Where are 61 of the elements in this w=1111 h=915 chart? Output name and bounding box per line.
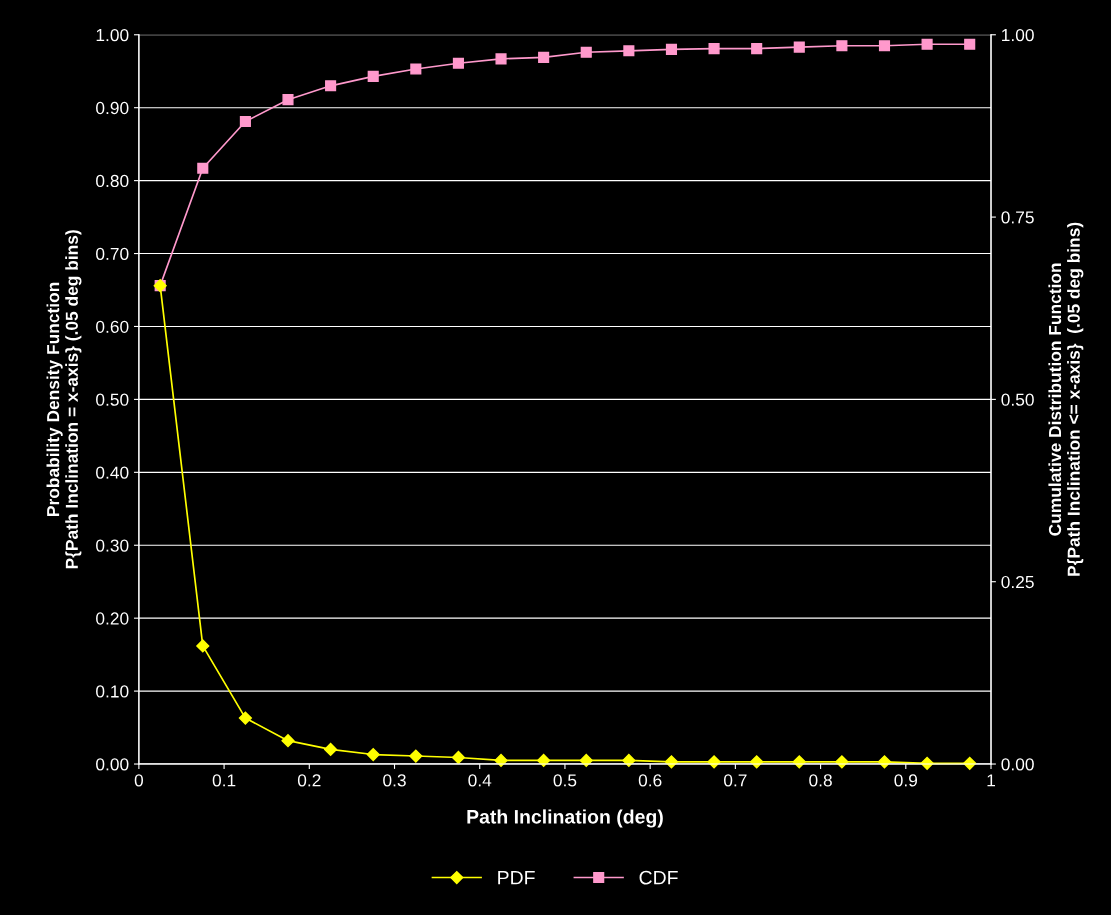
x-tick-label: 0.4 — [468, 774, 492, 787]
y-axis-title: Probability Density Function P{Path Inclination = x-axis} (.05 deg bins) — [46, 230, 82, 569]
point — [494, 753, 508, 767]
point — [495, 53, 507, 65]
point — [964, 38, 976, 50]
point — [196, 639, 210, 653]
point — [622, 753, 636, 767]
point — [878, 40, 891, 52]
x-tick-label: 0.2 — [297, 774, 321, 787]
point — [579, 753, 593, 767]
y2-tick-label: 0.50 — [1001, 393, 1034, 406]
point — [410, 63, 422, 75]
y2-tick-label: 0.00 — [1001, 758, 1034, 771]
x-tick-label: 1 — [987, 774, 995, 787]
y-tick-label: 0.30 — [96, 539, 129, 552]
point — [538, 51, 550, 63]
point — [665, 43, 678, 55]
point — [409, 749, 423, 763]
y2-tick-label: 0.25 — [1001, 575, 1034, 589]
y-tick-label: 0.70 — [96, 247, 129, 261]
point — [239, 115, 251, 128]
y-tick-label: 0.80 — [96, 174, 129, 188]
x-tick-label: 0.6 — [638, 774, 662, 787]
x-tick-label: 0.1 — [212, 774, 236, 787]
x-tick-label: 0.9 — [894, 774, 918, 787]
y-tick-label: 0.40 — [96, 466, 129, 479]
point — [452, 57, 464, 69]
point — [580, 46, 592, 58]
x-tick-label: 0.7 — [723, 774, 747, 787]
point — [282, 94, 294, 106]
y2-axis-title: Cumulative Distribution Function P{Path Inclination <= x-axis} (.05 deg bins) — [1048, 222, 1084, 576]
y2-tick-label: 0.75 — [1001, 211, 1034, 224]
legend-label: PDF — [498, 870, 535, 885]
x-tick-label: 0.3 — [383, 774, 406, 787]
point — [708, 43, 720, 55]
y-tick-label: 1.00 — [96, 28, 129, 42]
point — [197, 162, 209, 174]
y-tick-label: 0.20 — [96, 612, 129, 625]
point — [281, 734, 295, 748]
point — [751, 43, 763, 55]
y-tick-label: 0.60 — [96, 320, 129, 333]
point — [367, 70, 379, 82]
point — [921, 38, 933, 50]
point — [325, 80, 337, 92]
point — [836, 40, 848, 52]
point — [366, 747, 380, 762]
legend-label: CDF — [639, 870, 678, 885]
point — [451, 750, 466, 765]
y-tick-label: 0.50 — [96, 393, 129, 406]
y-tick-label: 0.00 — [96, 758, 129, 771]
x-tick-label: 0.8 — [809, 774, 832, 787]
point — [623, 45, 635, 57]
x-axis-title: Path Inclination (deg) — [467, 809, 663, 828]
x-tick-label: 0.5 — [553, 774, 577, 787]
point — [793, 41, 805, 53]
point — [324, 742, 338, 757]
point — [238, 711, 252, 725]
y2-tick-label: 1.00 — [1002, 28, 1034, 42]
y-tick-label: 0.10 — [96, 685, 129, 698]
x-tick-label: 0 — [134, 774, 144, 787]
y-tick-label: 0.90 — [96, 101, 129, 115]
